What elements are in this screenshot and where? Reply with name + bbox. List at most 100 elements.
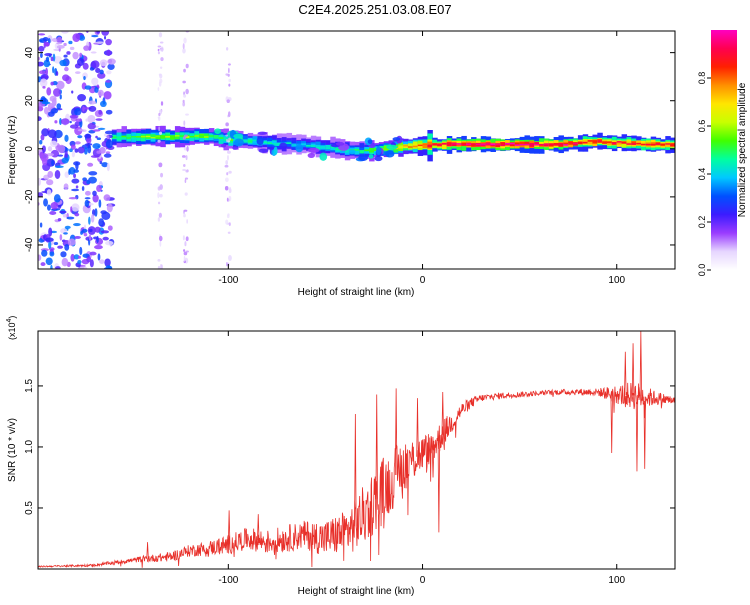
spectrogram-cell <box>534 144 540 146</box>
spectrogram-noise-blob <box>57 154 64 157</box>
spectrogram-cell <box>310 145 317 147</box>
spectrogram-cell <box>344 149 351 151</box>
spectrogram-streak <box>183 209 188 212</box>
spectrogram-cell <box>441 142 448 145</box>
spectrogram-blob <box>375 146 382 156</box>
spectrogram-cell <box>665 142 671 147</box>
spectrogram-noise-blob <box>67 238 76 246</box>
spectrogram-noise-blob <box>89 259 94 268</box>
spectrogram-cell <box>607 141 613 145</box>
spectrogram-cell <box>174 135 181 137</box>
spectrogram-noise-blob <box>86 256 92 263</box>
snr-xtick-label: 0 <box>420 575 426 586</box>
spectrogram-noise-blob <box>66 216 75 220</box>
spectrogram-noise-blob <box>81 186 85 191</box>
spectrogram-noise-blob <box>68 168 71 175</box>
spectrogram-noise-blob <box>71 203 80 212</box>
spectrogram-cell <box>126 135 132 139</box>
spectrogram-noise-blob <box>99 100 107 108</box>
spectrogram-noise-blob <box>71 90 74 94</box>
spectrogram-cell <box>480 143 487 146</box>
spectrogram-noise-blob <box>38 70 47 75</box>
spectrogram-cell <box>558 143 564 147</box>
spectrogram-cell <box>573 142 579 145</box>
spectrogram-cell <box>592 141 598 143</box>
spectrogram-cell <box>534 142 540 146</box>
spectrogram-noise-blob <box>43 198 48 207</box>
spectrogram-cell <box>330 148 336 151</box>
spectrogram-noise-blob <box>87 114 96 124</box>
snr-scale-label: (x104) <box>6 316 17 340</box>
spectrogram-noise-blob <box>99 59 108 67</box>
spectrogram-cell <box>616 141 623 145</box>
spectrogram-noise-blob <box>59 234 63 241</box>
spectrogram-cell <box>306 144 312 147</box>
spectrogram-noise-blob <box>60 251 67 258</box>
spectrogram-blob <box>233 133 243 139</box>
spectrogram-cell <box>626 143 632 145</box>
spectrogram-cell <box>369 147 375 153</box>
spectrogram-streak <box>157 139 161 143</box>
spectrogram-noise-blob <box>40 134 45 141</box>
spectrogram-noise-blob <box>45 257 53 266</box>
spectrogram-cell <box>272 141 278 144</box>
spectrogram-cell <box>529 142 535 147</box>
spectrogram-cell <box>364 149 370 153</box>
spectrogram-noise-blob <box>49 211 57 215</box>
spectrogram-cell <box>160 136 166 138</box>
spectrogram-streak <box>184 177 189 180</box>
spectrogram-cell <box>655 143 662 145</box>
spectrogram-streak <box>226 172 229 176</box>
spectrogram-streak <box>227 231 231 234</box>
spectrogram-cell <box>495 143 501 145</box>
spectrogram-cell <box>189 135 195 138</box>
spectrogram-noise-blob <box>50 108 59 114</box>
spectrogram-noise-blob <box>42 37 49 42</box>
spectrogram-streak <box>185 63 189 69</box>
spectrogram-cell <box>568 142 574 144</box>
spectrogram-noise-blob <box>49 95 57 102</box>
spectrogram-noise-blob <box>73 169 79 173</box>
spectrogram-noise-blob <box>61 31 69 34</box>
spectrogram-streak <box>226 261 228 267</box>
snr-ytick-label: 1.0 <box>24 440 35 454</box>
spectrogram-streak <box>228 67 230 74</box>
spectrogram-noise-blob <box>46 189 52 196</box>
spectrogram-cell <box>563 142 569 146</box>
spectrogram-streak <box>183 68 186 73</box>
spectrogram-cell <box>509 142 516 145</box>
spectrogram-noise-blob <box>41 145 46 153</box>
spectrogram-streak <box>157 265 161 269</box>
spectrogram-cell <box>199 135 205 138</box>
spectrogram-noise-blob <box>53 194 61 203</box>
spectrogram-noise-blob <box>88 100 97 105</box>
spectrogram-blob <box>392 137 401 141</box>
spectrogram-noise-blob <box>97 127 106 130</box>
spectrogram-xtick-label: 100 <box>608 275 625 286</box>
spectrogram-cell <box>247 140 254 143</box>
spectrogram-streak <box>158 32 163 38</box>
spectrogram-noise-blob <box>45 67 48 77</box>
spectrogram-noise-blob <box>83 232 88 237</box>
spectrogram-noise-blob <box>95 41 105 44</box>
spectrogram-noise-blob <box>84 190 91 196</box>
spectrogram-streak <box>157 217 161 222</box>
spectrogram-noise-blob <box>85 143 93 146</box>
spectrogram-cell <box>514 142 521 146</box>
spectrogram-noise-blob <box>42 75 49 79</box>
spectrogram-streak <box>185 169 189 173</box>
spectrogram-cell <box>427 144 433 148</box>
spectrogram-noise-blob <box>39 139 43 145</box>
spectrogram-cell <box>519 142 526 146</box>
spectrogram-streak <box>183 94 187 98</box>
spectrogram-noise-blob <box>104 35 107 40</box>
spectrogram-cell <box>543 143 550 145</box>
spectrogram-ylabel: Frequency (Hz) <box>7 116 18 185</box>
spectrogram-ytick-label: -20 <box>24 189 35 204</box>
spectrogram-noise-blob <box>76 58 85 66</box>
spectrogram-cell <box>602 142 608 144</box>
spectrogram-streak <box>224 186 229 191</box>
spectrogram-cell <box>335 146 341 151</box>
spectrogram-blob <box>358 155 368 161</box>
spectrogram-cell <box>675 142 680 147</box>
